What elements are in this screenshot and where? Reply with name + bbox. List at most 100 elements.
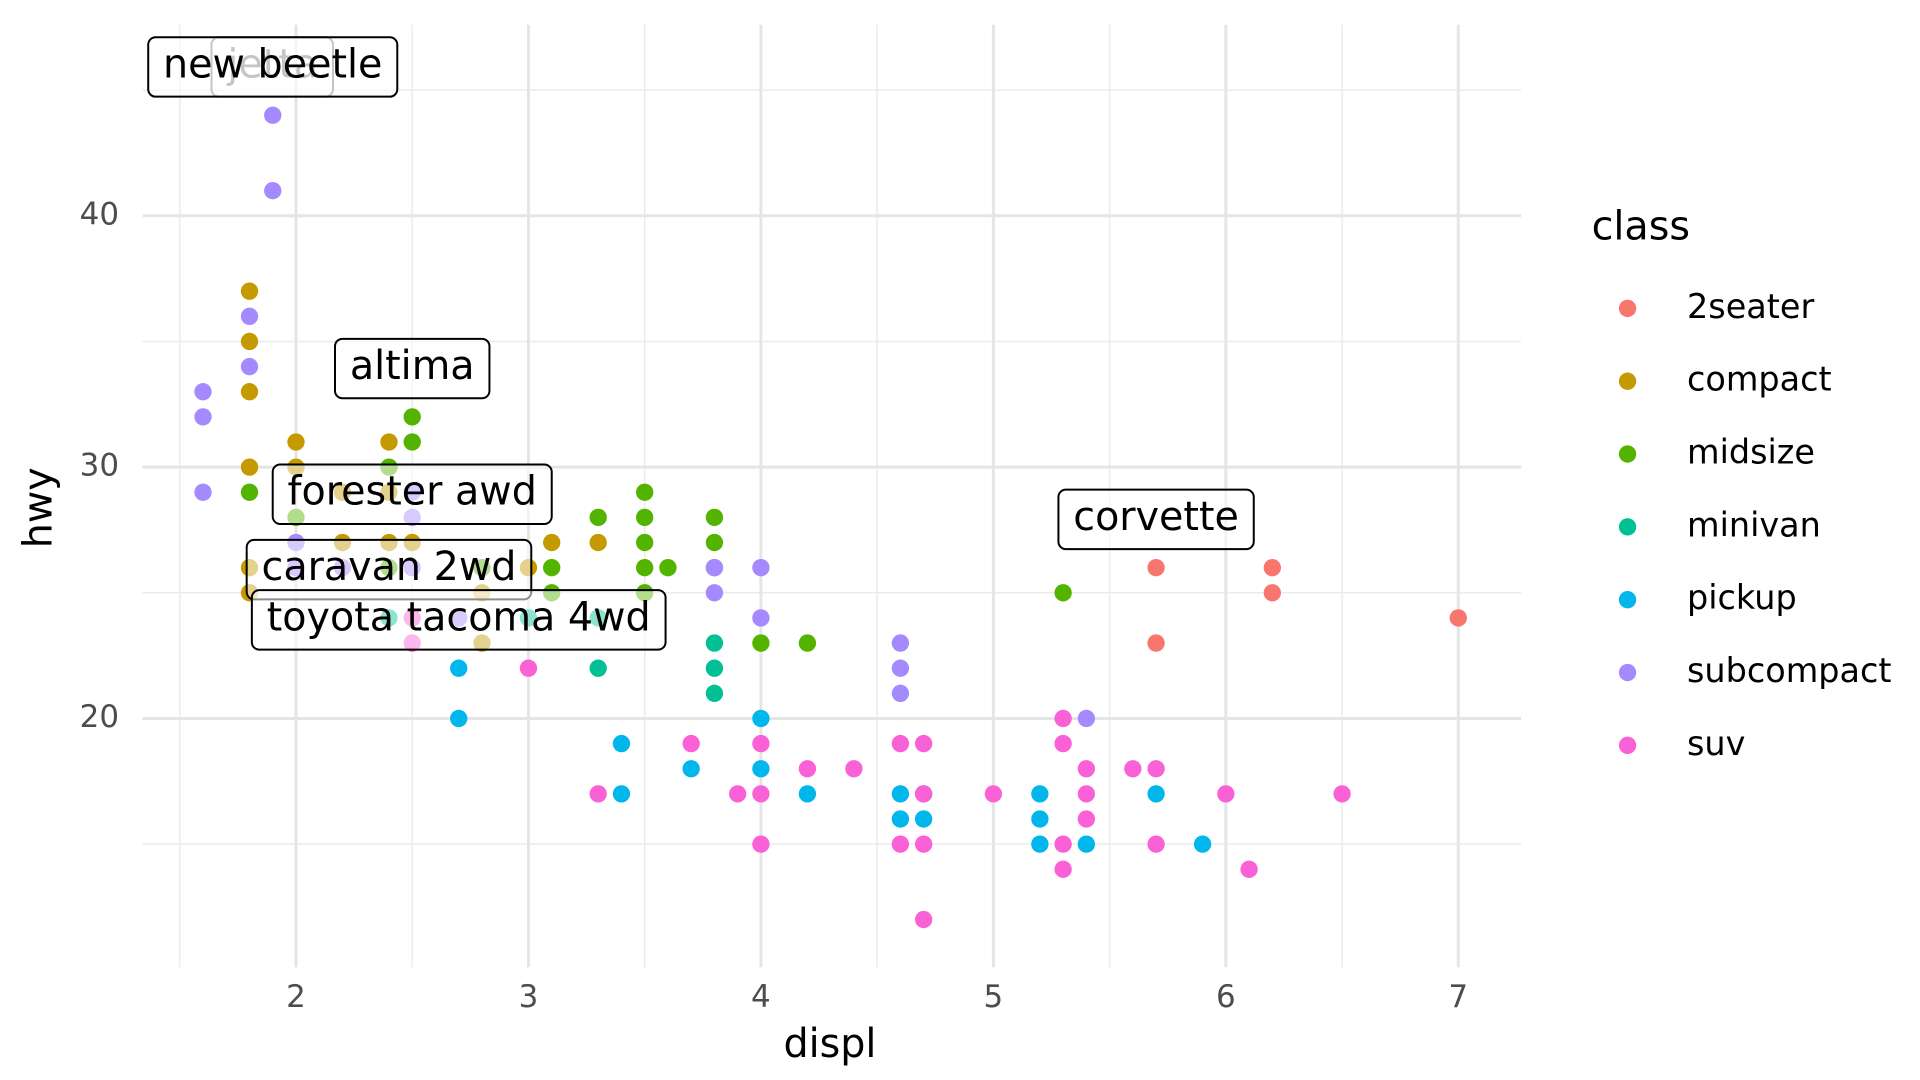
label-text: altima bbox=[350, 343, 475, 389]
point bbox=[798, 760, 817, 778]
point bbox=[659, 558, 677, 577]
point bbox=[1263, 558, 1281, 577]
point bbox=[543, 533, 561, 552]
point bbox=[914, 810, 933, 828]
point bbox=[612, 734, 631, 753]
y-tick-label: 40 bbox=[80, 196, 119, 232]
point bbox=[1240, 860, 1258, 878]
point bbox=[589, 508, 607, 527]
x-tick-label: 2 bbox=[286, 979, 306, 1015]
legend-title: class bbox=[1592, 204, 1690, 250]
point bbox=[752, 609, 770, 627]
point bbox=[984, 785, 1003, 803]
point bbox=[636, 508, 654, 527]
point-label: forester awd bbox=[271, 463, 553, 525]
grid bbox=[142, 24, 1522, 968]
point-label: toyota tacoma 4wd bbox=[250, 589, 667, 651]
x-tick-label: 6 bbox=[1216, 979, 1236, 1015]
point bbox=[752, 634, 770, 652]
point bbox=[845, 760, 863, 778]
point bbox=[1077, 835, 1096, 853]
point bbox=[264, 106, 282, 124]
points bbox=[194, 106, 1467, 929]
point bbox=[194, 383, 212, 401]
legend-swatch bbox=[1618, 591, 1637, 609]
point bbox=[1147, 835, 1165, 853]
point bbox=[543, 558, 561, 577]
point bbox=[1193, 835, 1212, 853]
point bbox=[705, 533, 724, 552]
point bbox=[1031, 810, 1049, 828]
point bbox=[240, 483, 259, 501]
legend-swatch bbox=[1618, 372, 1637, 390]
point bbox=[403, 433, 421, 451]
point bbox=[705, 558, 724, 577]
legend-swatch bbox=[1618, 518, 1637, 536]
point-label: caravan 2wd bbox=[245, 538, 533, 601]
point bbox=[1054, 860, 1072, 878]
legend-label: pickup bbox=[1687, 578, 1797, 617]
point bbox=[1031, 785, 1049, 803]
point bbox=[1077, 709, 1096, 728]
y-tick-label: 20 bbox=[80, 699, 119, 735]
point bbox=[682, 760, 700, 778]
point bbox=[1054, 709, 1072, 728]
point bbox=[1333, 785, 1351, 803]
point bbox=[891, 734, 910, 753]
point bbox=[752, 734, 770, 753]
point bbox=[1449, 609, 1467, 627]
point bbox=[264, 181, 282, 200]
label-text: corvette bbox=[1073, 494, 1239, 540]
label-box bbox=[1057, 488, 1255, 551]
legend-swatch bbox=[1618, 445, 1637, 463]
point bbox=[194, 483, 212, 501]
point bbox=[914, 734, 933, 753]
point bbox=[194, 408, 212, 426]
legend-label: midsize bbox=[1687, 433, 1815, 472]
x-tick-label: 4 bbox=[751, 979, 771, 1015]
point bbox=[1054, 835, 1072, 853]
point bbox=[752, 558, 770, 577]
point bbox=[1054, 584, 1072, 602]
point bbox=[1147, 558, 1165, 577]
point bbox=[240, 332, 259, 351]
point bbox=[752, 709, 770, 728]
point bbox=[891, 785, 910, 803]
point bbox=[1147, 785, 1165, 803]
point bbox=[798, 785, 817, 803]
label-box bbox=[250, 589, 667, 651]
point bbox=[240, 307, 259, 325]
point bbox=[914, 785, 933, 803]
point bbox=[914, 835, 933, 853]
legend-label: compact bbox=[1687, 360, 1832, 399]
point bbox=[1263, 584, 1281, 602]
point bbox=[914, 910, 933, 929]
point bbox=[1077, 810, 1096, 828]
point bbox=[752, 785, 770, 803]
point bbox=[240, 282, 259, 300]
point bbox=[612, 785, 631, 803]
point bbox=[519, 659, 538, 677]
label-text: forester awd bbox=[288, 469, 537, 515]
point bbox=[1217, 785, 1235, 803]
legend-swatch bbox=[1618, 736, 1637, 755]
x-axis-title: displ bbox=[783, 1021, 876, 1067]
label-box bbox=[271, 463, 553, 525]
point bbox=[891, 810, 910, 828]
legend-label: minivan bbox=[1687, 505, 1821, 544]
point bbox=[1147, 760, 1165, 778]
legend: 2seater compact midsize minivan pickup subcom… bbox=[1618, 287, 1891, 763]
point bbox=[891, 659, 910, 677]
point bbox=[798, 634, 817, 652]
point bbox=[240, 458, 259, 476]
point bbox=[450, 709, 468, 728]
point bbox=[636, 558, 654, 577]
legend-label: subcompact bbox=[1687, 651, 1891, 690]
point bbox=[705, 684, 724, 703]
axes: 2 3 4 5 6 7 20 30 40 bbox=[80, 196, 1468, 1014]
label-text: new beetle bbox=[163, 41, 382, 87]
point bbox=[589, 785, 607, 803]
point bbox=[1077, 785, 1096, 803]
